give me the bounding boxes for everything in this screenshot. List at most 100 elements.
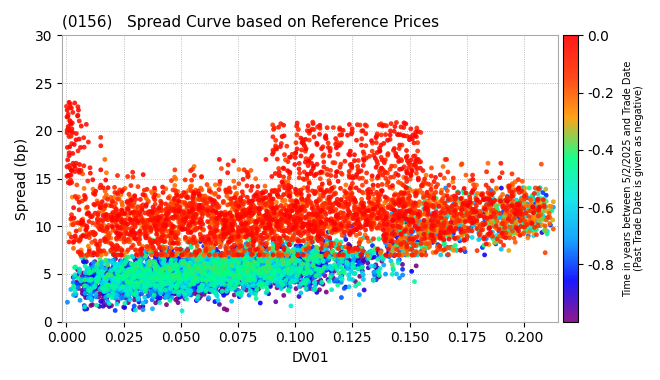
- Point: [348, 256, 359, 262]
- Point: [93, 273, 104, 279]
- Point: [275, 243, 285, 249]
- Point: [275, 266, 285, 272]
- Point: [519, 185, 530, 191]
- Point: [352, 266, 363, 272]
- Point: [242, 207, 253, 213]
- Point: [159, 276, 170, 282]
- Point: [388, 147, 399, 153]
- Point: [269, 253, 280, 259]
- Point: [431, 222, 442, 228]
- Point: [405, 161, 415, 167]
- Point: [195, 217, 206, 223]
- Point: [114, 264, 124, 270]
- Point: [288, 270, 299, 276]
- Point: [293, 253, 304, 259]
- Point: [207, 280, 218, 286]
- Point: [319, 255, 329, 261]
- Point: [145, 274, 155, 280]
- Point: [129, 212, 140, 218]
- Point: [336, 199, 346, 205]
- Point: [75, 144, 86, 150]
- Point: [271, 272, 281, 278]
- Point: [421, 235, 432, 241]
- Point: [89, 232, 100, 238]
- Point: [226, 213, 237, 219]
- Point: [206, 276, 216, 282]
- Point: [168, 274, 179, 280]
- Point: [240, 261, 250, 267]
- Point: [158, 231, 168, 238]
- Point: [302, 247, 312, 253]
- Point: [121, 290, 131, 296]
- Point: [303, 268, 313, 274]
- Point: [392, 239, 403, 245]
- Point: [244, 228, 255, 234]
- Point: [255, 274, 265, 280]
- Point: [329, 221, 339, 227]
- Point: [166, 266, 177, 272]
- Point: [145, 268, 155, 274]
- Point: [178, 247, 188, 253]
- Point: [407, 168, 417, 174]
- Point: [166, 269, 176, 275]
- Point: [230, 275, 241, 281]
- Point: [353, 224, 364, 230]
- Point: [279, 259, 289, 265]
- Point: [352, 217, 362, 223]
- Point: [335, 252, 345, 258]
- Point: [137, 264, 148, 270]
- Point: [150, 266, 160, 272]
- Point: [270, 255, 280, 261]
- Point: [259, 213, 270, 219]
- Point: [97, 264, 108, 270]
- Point: [250, 247, 261, 253]
- Point: [128, 281, 139, 287]
- Point: [94, 256, 105, 262]
- Point: [230, 205, 241, 211]
- Point: [226, 261, 236, 268]
- Point: [410, 133, 420, 139]
- Point: [266, 264, 277, 270]
- Point: [305, 255, 315, 261]
- Point: [460, 216, 471, 222]
- Point: [195, 249, 205, 255]
- Point: [98, 274, 109, 280]
- Point: [411, 263, 422, 269]
- Point: [119, 276, 130, 282]
- Point: [98, 279, 109, 285]
- Point: [101, 192, 112, 198]
- Point: [152, 280, 162, 287]
- Point: [467, 188, 478, 194]
- Point: [99, 284, 110, 290]
- Point: [268, 268, 279, 274]
- Point: [75, 226, 85, 233]
- Point: [248, 225, 258, 231]
- Point: [358, 224, 368, 230]
- Point: [141, 271, 151, 277]
- Point: [265, 282, 275, 288]
- Point: [409, 235, 420, 241]
- Point: [138, 271, 148, 277]
- Point: [326, 187, 337, 193]
- Point: [106, 249, 116, 255]
- Point: [306, 250, 317, 256]
- Point: [174, 211, 184, 217]
- Point: [271, 223, 281, 229]
- Point: [181, 274, 191, 280]
- Point: [150, 250, 161, 256]
- Point: [406, 235, 416, 241]
- Point: [395, 210, 406, 216]
- Point: [319, 164, 329, 170]
- Point: [154, 277, 164, 283]
- Point: [238, 258, 249, 264]
- Point: [285, 263, 296, 269]
- Point: [300, 143, 310, 149]
- Point: [255, 242, 265, 248]
- Point: [165, 284, 176, 290]
- Point: [370, 155, 381, 162]
- Point: [211, 272, 221, 278]
- Point: [238, 223, 248, 229]
- Point: [479, 234, 490, 240]
- Point: [158, 239, 169, 245]
- Point: [395, 228, 406, 234]
